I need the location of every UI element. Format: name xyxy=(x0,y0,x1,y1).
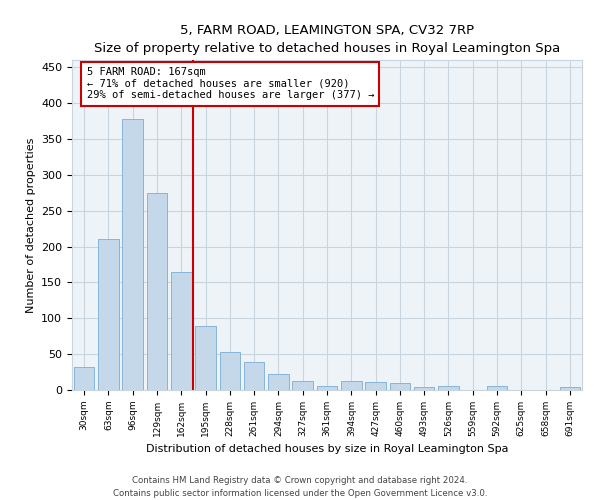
Bar xyxy=(389,383,410,390)
X-axis label: Distribution of detached houses by size in Royal Leamington Spa: Distribution of detached houses by size … xyxy=(146,444,508,454)
Bar xyxy=(244,362,265,390)
Y-axis label: Number of detached properties: Number of detached properties xyxy=(26,138,35,312)
Bar xyxy=(98,240,119,390)
Bar xyxy=(268,374,289,390)
Bar xyxy=(414,387,434,390)
Title: 5, FARM ROAD, LEAMINGTON SPA, CV32 7RP
Size of property relative to detached hou: 5, FARM ROAD, LEAMINGTON SPA, CV32 7RP S… xyxy=(94,24,560,54)
Bar xyxy=(341,382,362,390)
Bar xyxy=(292,382,313,390)
Bar xyxy=(365,382,386,390)
Bar xyxy=(317,386,337,390)
Bar xyxy=(146,192,167,390)
Bar xyxy=(122,119,143,390)
Bar xyxy=(438,386,459,390)
Bar xyxy=(171,272,191,390)
Bar xyxy=(220,352,240,390)
Bar xyxy=(560,387,580,390)
Bar xyxy=(487,386,508,390)
Bar xyxy=(74,367,94,390)
Text: 5 FARM ROAD: 167sqm
← 71% of detached houses are smaller (920)
29% of semi-detac: 5 FARM ROAD: 167sqm ← 71% of detached ho… xyxy=(86,67,374,100)
Text: Contains HM Land Registry data © Crown copyright and database right 2024.
Contai: Contains HM Land Registry data © Crown c… xyxy=(113,476,487,498)
Bar xyxy=(195,326,216,390)
